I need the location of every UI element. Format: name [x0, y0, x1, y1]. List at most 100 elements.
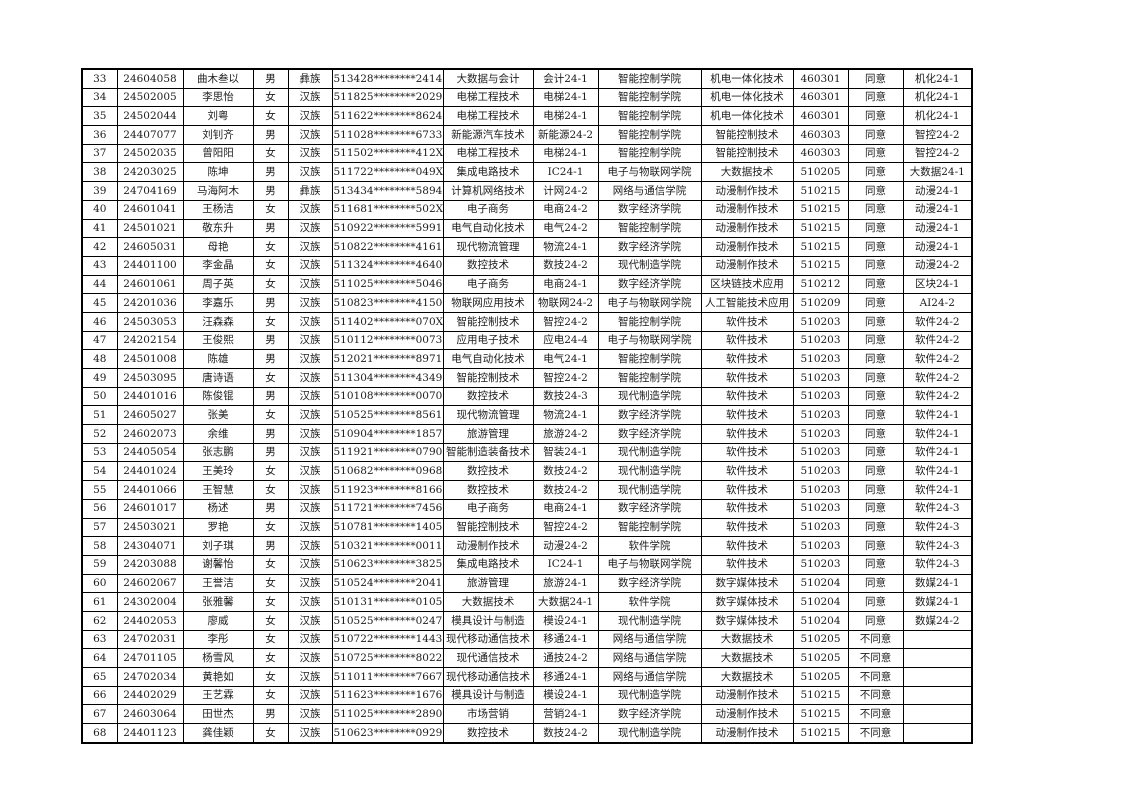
current-class-cell: 物流24-1: [532, 405, 599, 426]
approval-status-cell: 同意: [847, 106, 904, 127]
target-class-cell: 动漫24-1: [902, 237, 973, 257]
student-id-cell: 24405054: [116, 442, 184, 463]
id-number-cell: 511402********070X: [331, 311, 444, 332]
student-id-cell: 24701105: [116, 648, 184, 668]
row-number-cell: 34: [81, 87, 118, 108]
id-number-cell: 511502********412X: [331, 143, 444, 164]
gender-cell: 女: [252, 554, 289, 575]
row-number-cell: 58: [81, 536, 118, 556]
gender-cell: 女: [252, 723, 289, 744]
student-id-cell: 24407077: [116, 125, 184, 145]
current-major-cell: 动漫制作技术: [442, 536, 534, 556]
approval-status-cell: 同意: [847, 162, 904, 183]
student-id-cell: 24201036: [116, 293, 184, 313]
approval-status-cell: 同意: [847, 517, 904, 538]
gender-cell: 女: [252, 648, 289, 668]
student-id-cell: 24401066: [116, 480, 184, 500]
college-cell: 电子与物联网学院: [597, 554, 702, 575]
student-name-cell: 罗艳: [182, 517, 254, 538]
target-class-cell: 软件24-2: [902, 349, 973, 369]
target-major-cell: 大数据技术: [700, 629, 794, 650]
college-cell: 网络与通信学院: [597, 181, 702, 201]
row-number-cell: 40: [81, 199, 118, 220]
row-number-cell: 60: [81, 573, 118, 594]
current-major-cell: 现代通信技术: [442, 648, 534, 668]
id-number-cell: 513434********5894: [331, 181, 444, 201]
ethnicity-cell: 汉族: [287, 311, 333, 332]
current-class-cell: 新能源24-2: [532, 125, 599, 145]
approval-status-cell: 不同意: [847, 723, 904, 744]
row-number-cell: 54: [81, 461, 118, 482]
current-class-cell: IC24-1: [532, 162, 599, 183]
ethnicity-cell: 汉族: [287, 162, 333, 183]
major-code-cell: 460301: [792, 68, 849, 89]
approval-status-cell: 不同意: [847, 629, 904, 650]
target-class-cell: 软件24-1: [902, 461, 973, 482]
gender-cell: 男: [252, 442, 289, 463]
student-id-cell: 24202154: [116, 330, 184, 351]
major-code-cell: 510215: [792, 685, 849, 706]
student-name-cell: 刘子琪: [182, 536, 254, 556]
target-class-cell: 软件24-1: [902, 405, 973, 426]
gender-cell: 女: [252, 199, 289, 220]
gender-cell: 女: [252, 480, 289, 500]
ethnicity-cell: 汉族: [287, 143, 333, 164]
current-major-cell: 智能控制技术: [442, 517, 534, 538]
row-number-cell: 66: [81, 685, 118, 706]
id-number-cell: 510525********0247: [331, 610, 444, 631]
ethnicity-cell: 汉族: [287, 554, 333, 575]
student-id-cell: 24502005: [116, 87, 184, 108]
major-code-cell: 510205: [792, 629, 849, 650]
gender-cell: 女: [252, 87, 289, 108]
id-number-cell: 511923********8166: [331, 480, 444, 500]
target-class-cell: 机化24-1: [902, 106, 973, 127]
row-number-cell: 61: [81, 592, 118, 612]
approval-status-cell: 同意: [847, 442, 904, 463]
student-name-cell: 刘钊齐: [182, 125, 254, 145]
student-name-cell: 王杨洁: [182, 199, 254, 220]
college-cell: 数字经济学院: [597, 199, 702, 220]
id-number-cell: 511623********1676: [331, 685, 444, 706]
student-name-cell: 余维: [182, 424, 254, 444]
row-number-cell: 57: [81, 517, 118, 538]
table-row: 66 24402029 王艺霖女汉族 511623********1676 模具设计与制…: [81, 685, 973, 706]
current-major-cell: 模具设计与制造: [442, 685, 534, 706]
college-cell: 现代制造学院: [597, 610, 702, 631]
student-id-cell: 24503095: [116, 368, 184, 388]
table-row: 39 24704169 马海阿木男彝族 513434********5894 计算机网络…: [81, 181, 973, 201]
current-major-cell: 电气自动化技术: [442, 218, 534, 239]
ethnicity-cell: 汉族: [287, 685, 333, 706]
row-number-cell: 64: [81, 648, 118, 668]
id-number-cell: 511825********2029: [331, 87, 444, 108]
gender-cell: 男: [252, 181, 289, 201]
college-cell: 现代制造学院: [597, 723, 702, 744]
student-name-cell: 曾阳阳: [182, 143, 254, 164]
target-major-cell: 软件技术: [700, 349, 794, 369]
approval-status-cell: 同意: [847, 293, 904, 313]
major-code-cell: 510215: [792, 255, 849, 276]
id-number-cell: 511028********6733: [331, 125, 444, 145]
student-id-cell: 24603064: [116, 704, 184, 725]
id-number-cell: 511304********4349: [331, 368, 444, 388]
id-number-cell: 510781********1405: [331, 517, 444, 538]
gender-cell: 男: [252, 293, 289, 313]
current-class-cell: 智控24-2: [532, 311, 599, 332]
approval-status-cell: 同意: [847, 368, 904, 388]
id-number-cell: 511681********502X: [331, 199, 444, 220]
target-major-cell: 软件技术: [700, 536, 794, 556]
student-id-cell: 24604058: [116, 68, 184, 89]
target-class-cell: [902, 648, 973, 668]
id-number-cell: 511324********4640: [331, 255, 444, 276]
target-class-cell: 软件24-1: [902, 442, 973, 463]
current-class-cell: 移通24-1: [532, 629, 599, 650]
target-class-cell: 软件24-3: [902, 498, 973, 519]
student-name-cell: 李思怡: [182, 87, 254, 108]
student-name-cell: 唐诗语: [182, 368, 254, 388]
table-row: 47 24202154 王俊熙男汉族 510112********0073 应用电子技术…: [81, 330, 973, 351]
student-name-cell: 曲木叁以: [182, 68, 254, 89]
table-row: 65 24702034 黄艳如女汉族 511011********7667 现代移动通信…: [81, 667, 973, 687]
ethnicity-cell: 汉族: [287, 461, 333, 482]
target-class-cell: 数媒24-1: [902, 592, 973, 612]
gender-cell: 男: [252, 498, 289, 519]
current-major-cell: 电子商务: [442, 274, 534, 295]
